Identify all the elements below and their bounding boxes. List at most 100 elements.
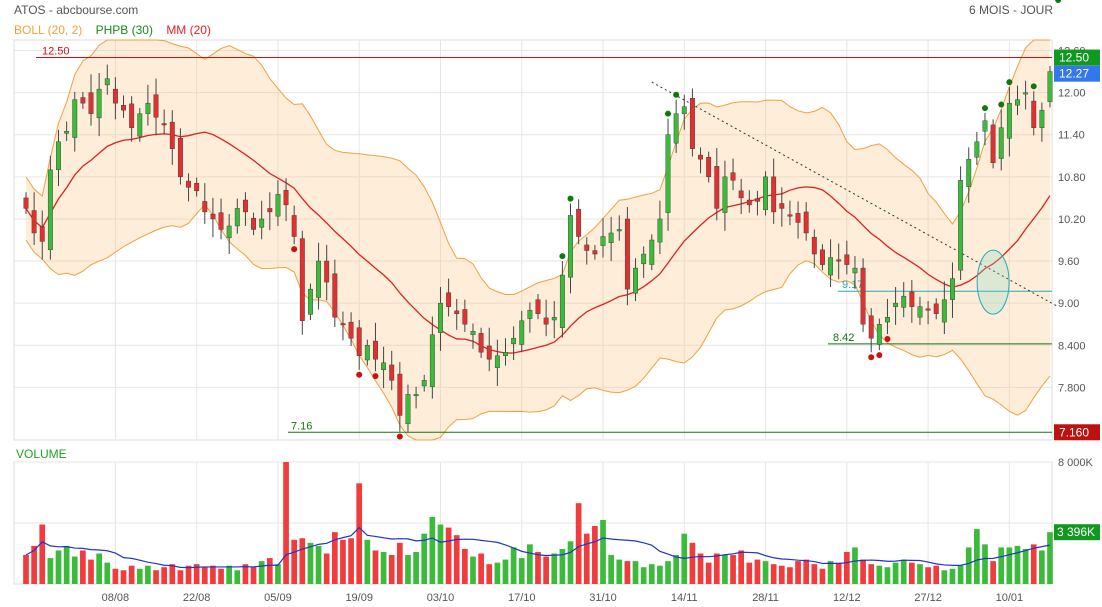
legend-mm[interactable]: MM (20) [166,23,211,37]
volume-bar [518,558,525,584]
annotation-label: 12.50 [42,46,70,58]
candle-body [876,324,882,345]
volume-badge: 3 396K [1054,524,1100,541]
volume-bar [868,564,875,584]
candle-body [364,345,370,361]
volume-bar [299,538,306,584]
volume-bar [71,556,78,584]
volume-bar [47,558,54,584]
candle-body [730,172,736,181]
volume-bar [949,568,956,584]
price-panel [13,39,1053,441]
price-badge-bg [1054,49,1100,66]
candle-body [177,138,183,178]
volume-bar [128,565,135,584]
candle-body [641,253,647,265]
volume-bar [396,542,403,584]
volume-bar [421,533,428,584]
candle-body [348,321,354,339]
volume-bar [145,565,151,584]
candle-body [966,159,972,187]
volume-bar [88,559,94,584]
candle-body [1006,102,1012,139]
volume-bar [250,567,257,584]
volume-bar [510,547,517,584]
x-tick-label: 10/01 [996,592,1024,604]
volume-bar [445,527,452,584]
pivot-dot [998,101,1005,108]
volume-bar [689,542,696,584]
volume-bar [437,524,444,584]
candle-body [470,331,476,335]
volume-bar [746,562,753,584]
candle-body [868,315,874,339]
volume-bar [592,526,598,584]
volume-bar [161,567,168,584]
price-badge: 7.160 [1054,424,1100,441]
candle-body [194,182,200,192]
candle-body [462,309,468,325]
candle-body [161,123,167,126]
candle-body [121,105,126,111]
volume-bar [177,570,184,584]
candle-body [1039,109,1045,128]
volume-bar [1014,545,1021,584]
candle-body [803,211,809,234]
candle-body [787,214,793,217]
pivot-dot [559,253,566,260]
volume-bar [835,562,842,584]
candle-body [901,295,907,308]
volume-bar [575,503,582,584]
candle-body [210,213,216,220]
price-badge-bg [1054,424,1100,441]
candle-body [413,394,419,397]
volume-badge-text: 3 396K [1057,525,1095,539]
candle-body [820,249,825,265]
candle-body [324,260,330,283]
candle-body [446,292,452,307]
volume-bar [388,555,395,584]
volume-bar [567,541,574,584]
volume-bar [827,561,834,584]
volume-bar [600,519,606,584]
candle-body [657,218,663,243]
volume-bar [648,564,655,584]
candle-body [941,299,947,323]
candle-body [251,218,256,230]
candle-body [202,201,208,213]
price-tick-label: 8.400 [1058,340,1086,352]
volume-bar [965,547,972,584]
volume-bar [283,462,289,584]
volume-bar [478,553,484,584]
volume-bar [429,516,436,584]
volume-bar [673,555,680,584]
candle-body [836,259,842,262]
x-tick-label: 31/10 [589,592,617,604]
volume-bar [900,559,907,584]
volume-bar [795,561,801,584]
candle-body [332,273,338,318]
pivot-dot [1055,0,1062,3]
pivot-dot [396,433,403,440]
volume-bar [380,551,387,584]
volume-bar [583,533,590,584]
volume-bar [364,539,371,584]
candle-body [616,229,622,232]
candle-body [665,134,671,213]
volume-bar [39,524,46,584]
candle-body [592,250,598,255]
volume-bar [762,561,769,584]
candle-body [722,176,728,213]
candle-body [494,355,500,368]
candle-body [811,236,817,255]
candle-body [714,166,720,209]
volume-bar [291,539,298,584]
legend-boll[interactable]: BOLL (20, 2) [14,23,83,37]
volume-bar [998,547,1005,584]
candle-body [340,323,346,326]
legend-phpb[interactable]: PHPB (30) [95,23,153,37]
volume-bar [104,562,111,584]
volume-bar [120,570,127,584]
volume-bar [258,561,265,584]
